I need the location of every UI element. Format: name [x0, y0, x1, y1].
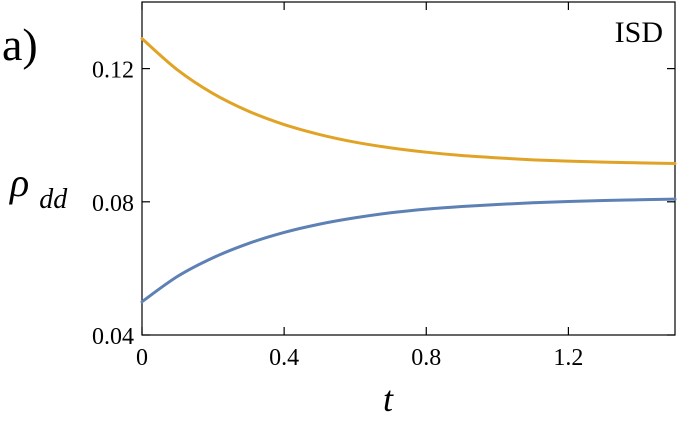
y-axis-label-subscript: dd [39, 184, 68, 215]
series-layer [140, 37, 677, 304]
x-tick-label: 0.4 [269, 345, 299, 371]
x-tick-label: 0 [136, 345, 148, 371]
series-line-1 [140, 37, 677, 166]
y-tick-label: 0.12 [92, 58, 134, 84]
x-tick-label: 1.2 [553, 345, 583, 371]
plot-frame [141, 1, 676, 336]
y-axis-label: ρ dd [8, 160, 68, 215]
y-tick-label: 0.08 [92, 191, 134, 217]
y-axis-label-main: ρ [8, 160, 29, 205]
panel-label: a) [2, 19, 38, 70]
plot-annotation: ISD [615, 16, 663, 49]
y-axis-ticks: 0.04 0.08 0.12 [92, 58, 675, 350]
y-tick-label: 0.04 [92, 324, 134, 350]
series-line-2 [140, 197, 677, 304]
x-axis-label: t [383, 379, 394, 419]
x-axis-ticks: 0 0.4 0.8 1.2 [136, 2, 583, 371]
x-tick-label: 0.8 [411, 345, 441, 371]
